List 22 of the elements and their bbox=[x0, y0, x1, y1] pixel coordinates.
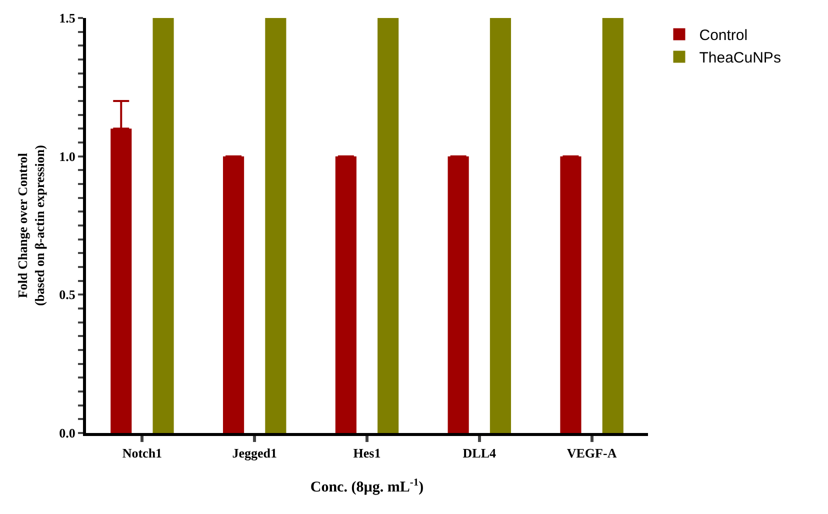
y-tick-label: 0.5 bbox=[59, 287, 76, 302]
bar bbox=[378, 18, 399, 433]
bar bbox=[560, 156, 582, 433]
x-tick-label: VEGF-A bbox=[566, 446, 618, 461]
bar bbox=[222, 156, 244, 433]
x-tick-label: DLL4 bbox=[462, 446, 497, 461]
y-axis-title: Fold Change over Control (based on β-actin expression) bbox=[15, 145, 48, 306]
bar bbox=[265, 18, 286, 433]
bar bbox=[602, 18, 624, 433]
bar bbox=[335, 156, 356, 433]
y-tick-label: 0.0 bbox=[59, 426, 76, 441]
legend-label: TheaCuNPs bbox=[699, 50, 781, 67]
bar bbox=[448, 156, 469, 433]
x-tick-label: Jegged1 bbox=[232, 446, 277, 461]
bar bbox=[490, 18, 512, 433]
y-tick-label: 1.0 bbox=[59, 148, 76, 164]
bar bbox=[152, 18, 174, 433]
x-tick-label: Hes1 bbox=[353, 446, 381, 461]
legend-label: Control bbox=[699, 27, 748, 44]
x-axis-title: Conc. (8µg. mL$^{-1}$) bbox=[310, 477, 424, 496]
y-tick-label: 1.5 bbox=[59, 10, 76, 26]
x-tick-label: Notch1 bbox=[122, 446, 162, 461]
